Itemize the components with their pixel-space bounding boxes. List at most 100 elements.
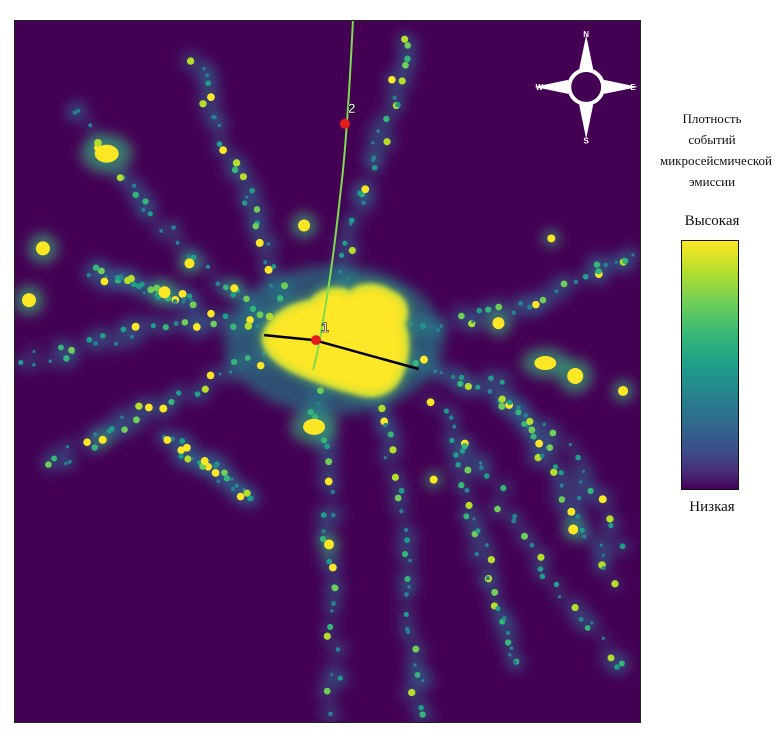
density-point	[63, 355, 70, 362]
density-point	[511, 310, 516, 315]
density-point	[311, 413, 319, 421]
density-point	[247, 495, 254, 502]
density-point	[338, 269, 343, 274]
density-point	[222, 313, 229, 320]
density-point	[601, 553, 605, 557]
density-point	[521, 420, 528, 427]
density-point	[32, 350, 36, 354]
density-hotspot	[303, 418, 326, 435]
density-point	[599, 543, 603, 547]
density-point	[530, 433, 537, 440]
density-point	[330, 600, 336, 606]
density-point	[433, 369, 438, 374]
density-point	[178, 289, 187, 298]
density-point	[216, 141, 223, 147]
density-point	[505, 630, 511, 635]
density-point	[464, 382, 472, 391]
density-point	[443, 408, 450, 414]
density-point	[461, 442, 468, 450]
density-point	[401, 35, 409, 43]
density-point	[581, 469, 585, 473]
density-point	[558, 496, 566, 503]
density-point	[383, 115, 390, 123]
density-point	[509, 646, 514, 650]
density-point	[178, 453, 184, 459]
density-point	[478, 461, 483, 465]
density-point	[421, 678, 425, 683]
density-hotspot	[94, 144, 119, 163]
compass-south-arrow	[579, 104, 594, 139]
legend-colorbar	[681, 240, 739, 490]
density-point	[175, 390, 182, 396]
density-point	[506, 399, 513, 406]
density-point	[607, 654, 615, 662]
density-point	[93, 432, 98, 437]
density-point	[342, 240, 348, 246]
marker-1-label: 1	[321, 319, 329, 335]
density-point	[464, 487, 470, 493]
density-point	[142, 291, 146, 295]
density-point	[100, 277, 109, 286]
density-point	[552, 464, 559, 470]
density-point	[520, 532, 528, 540]
density-point	[194, 391, 201, 398]
density-point	[402, 61, 409, 69]
density-point	[189, 301, 197, 309]
density-point	[199, 100, 207, 108]
density-point	[361, 200, 366, 205]
density-point	[584, 625, 591, 631]
density-point	[593, 261, 601, 268]
density-point	[65, 445, 70, 449]
density-point	[475, 384, 481, 390]
density-point	[406, 630, 411, 635]
density-point	[182, 443, 191, 452]
density-point	[413, 663, 417, 667]
density-point	[537, 566, 544, 572]
density-point	[487, 389, 493, 394]
density-point	[204, 463, 212, 471]
density-point	[243, 489, 251, 497]
legend-title-line: Плотность	[682, 111, 742, 126]
density-point	[186, 254, 191, 259]
density-point	[255, 324, 260, 329]
density-point	[217, 123, 222, 128]
density-point	[330, 609, 334, 613]
density-point	[93, 341, 99, 346]
density-point	[86, 336, 93, 343]
density-point	[459, 448, 466, 454]
density-point	[321, 528, 326, 534]
density-hotspot	[492, 317, 505, 330]
density-point	[331, 512, 336, 518]
density-point	[316, 401, 321, 406]
density-point	[221, 469, 228, 476]
density-point	[147, 286, 155, 294]
compass-east-arrow	[604, 79, 639, 94]
density-point	[256, 311, 264, 319]
density-point	[331, 584, 339, 592]
density-point	[476, 307, 483, 314]
density-point	[253, 206, 261, 213]
density-point	[211, 468, 220, 477]
density-point	[494, 505, 501, 513]
density-point	[236, 492, 245, 501]
density-point	[192, 323, 201, 331]
density-point	[542, 422, 547, 427]
density-point	[421, 325, 425, 329]
density-point	[389, 446, 397, 454]
density-point	[324, 477, 333, 486]
density-point	[86, 272, 92, 278]
density-point	[323, 632, 331, 640]
density-point	[371, 164, 378, 171]
density-point	[181, 300, 186, 304]
density-point	[114, 341, 119, 346]
density-point	[131, 281, 137, 288]
legend-high-label: Высокая	[684, 213, 740, 229]
density-point	[135, 283, 142, 290]
density-point	[487, 556, 496, 564]
density-point	[601, 636, 605, 640]
density-point	[611, 580, 619, 588]
density-point	[319, 535, 327, 543]
density-point	[582, 273, 589, 280]
marker-2	[339, 118, 350, 129]
density-point	[231, 166, 239, 174]
